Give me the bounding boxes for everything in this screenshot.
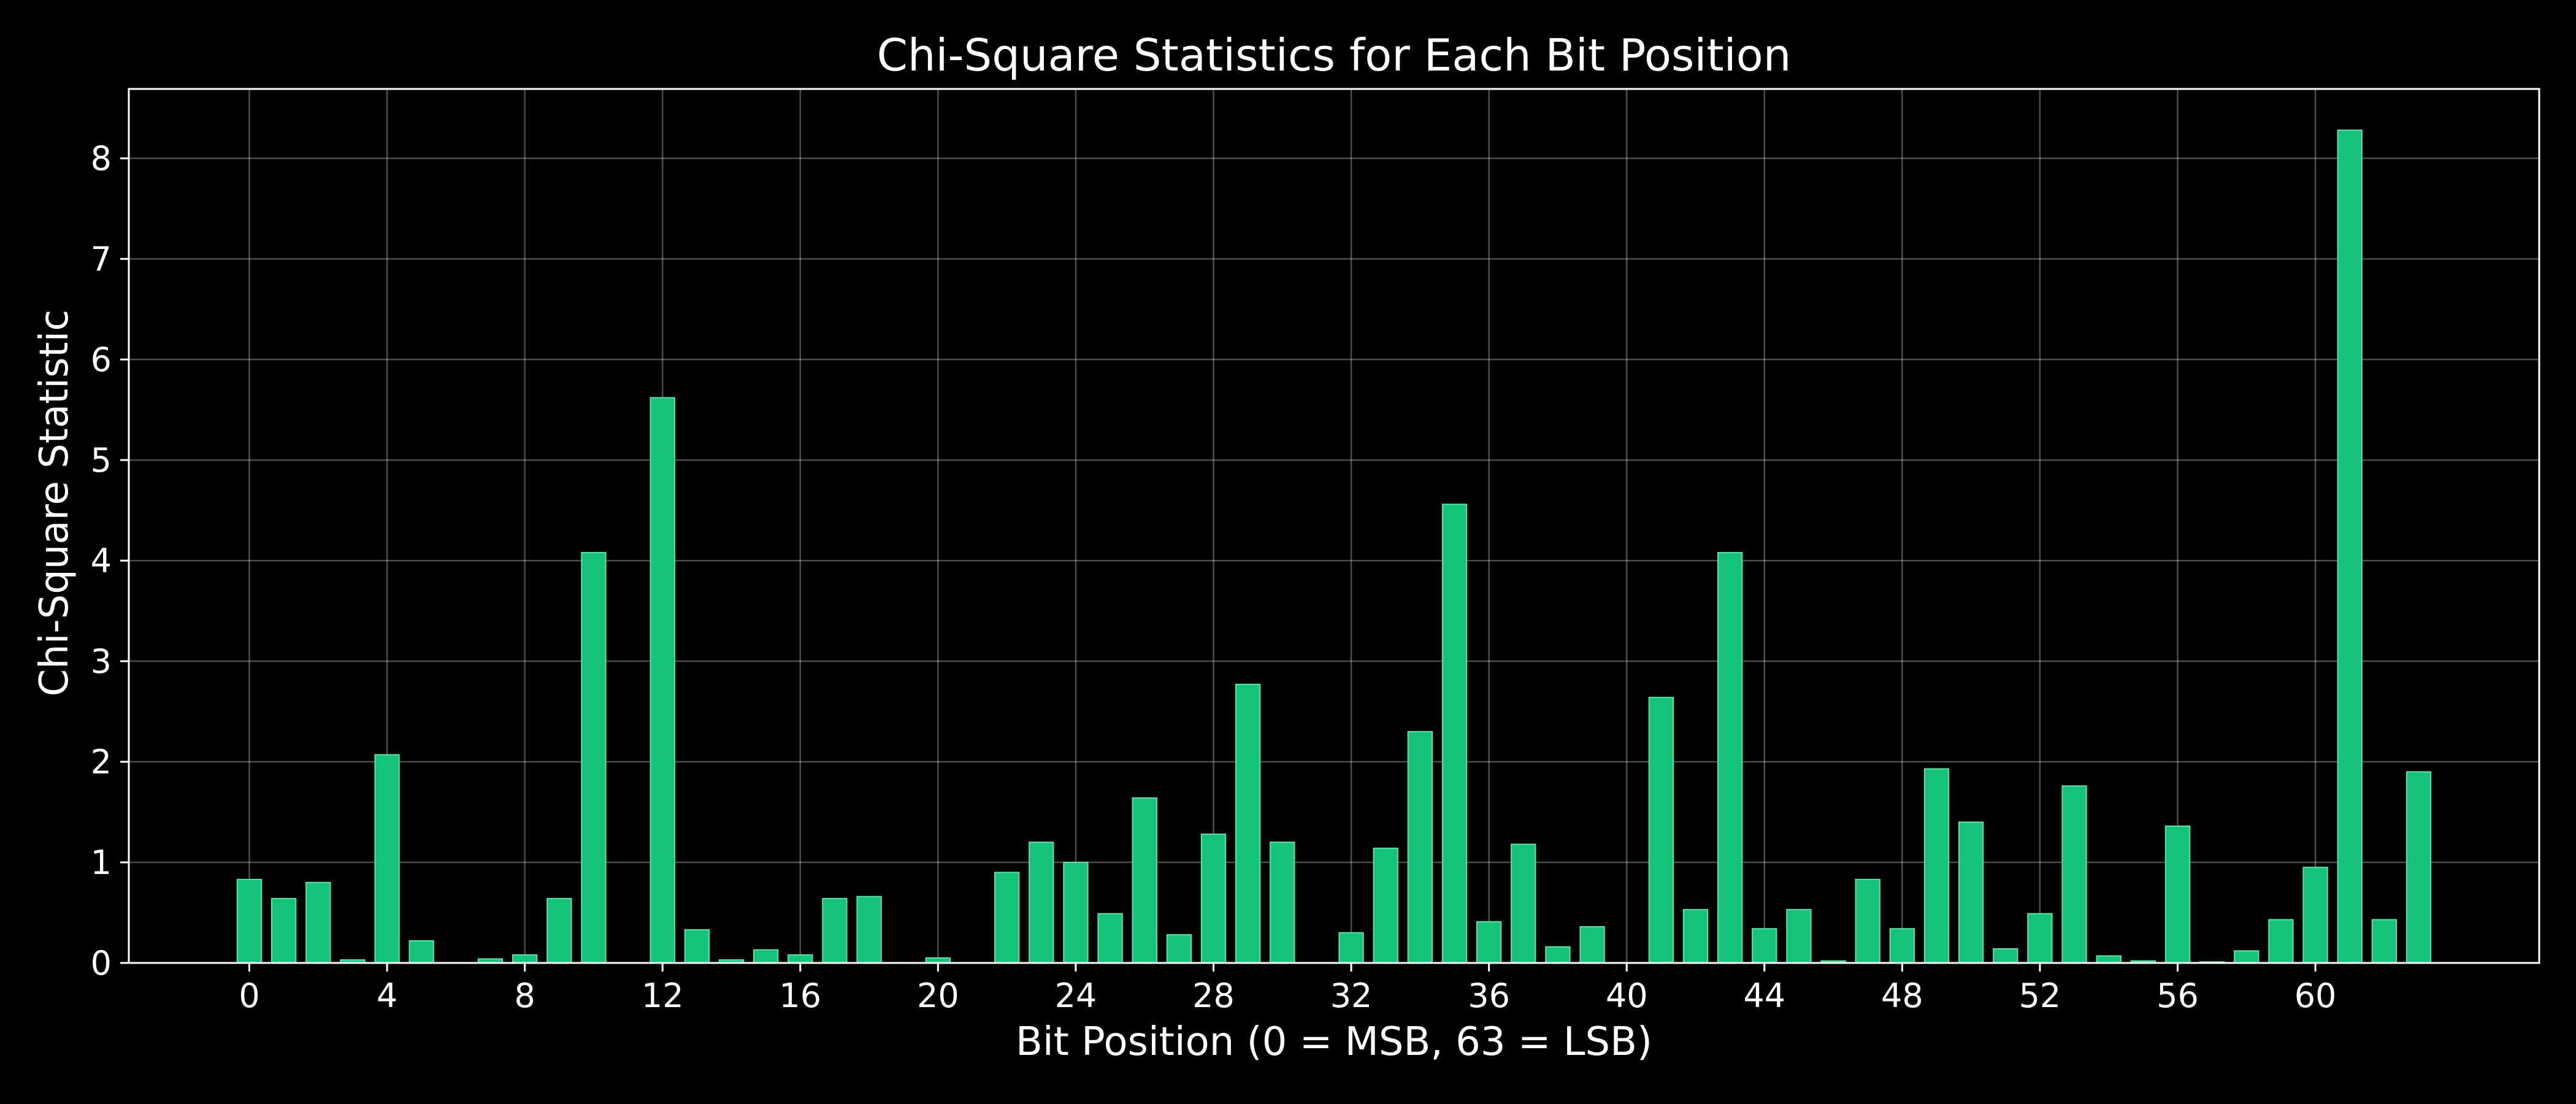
bar-bit-44 <box>1752 928 1777 964</box>
x-tick-label: 20 <box>917 976 959 1015</box>
bar-bit-52 <box>2027 913 2053 964</box>
bar-bit-36 <box>1476 921 1502 964</box>
bar-bit-1 <box>270 898 297 964</box>
y-axis-label: Chi-Square Statistic <box>32 310 77 697</box>
bar-bit-13 <box>684 929 710 964</box>
bar-bit-27 <box>1166 934 1192 964</box>
bar-bit-53 <box>2061 785 2087 964</box>
bar-bit-12 <box>650 397 675 964</box>
y-tick-label: 8 <box>91 139 112 178</box>
bar-bit-28 <box>1200 834 1227 964</box>
bar-bit-41 <box>1648 697 1674 964</box>
bar-bit-15 <box>753 949 779 964</box>
y-tick-label: 1 <box>91 843 112 882</box>
x-tick-label: 28 <box>1192 976 1235 1015</box>
bar-bit-43 <box>1717 551 1743 964</box>
bar-bit-51 <box>1993 948 2018 964</box>
chart-title: Chi-Square Statistics for Each Bit Posit… <box>877 29 1792 81</box>
x-tick-label: 40 <box>1606 976 1648 1015</box>
bar-bit-18 <box>856 895 882 964</box>
x-tick-label: 32 <box>1330 976 1373 1015</box>
x-tick-label: 44 <box>1743 976 1785 1015</box>
x-tick-label: 4 <box>377 976 397 1015</box>
x-tick-label: 8 <box>514 976 535 1015</box>
x-tick-label: 16 <box>779 976 821 1015</box>
bar-bit-26 <box>1132 797 1157 964</box>
x-tick-label: 60 <box>2294 976 2337 1015</box>
gridlines <box>129 89 2539 964</box>
bar-bit-25 <box>1097 913 1123 964</box>
bar-bit-33 <box>1373 848 1398 964</box>
x-tick-label: 52 <box>2019 976 2061 1015</box>
bar-bit-29 <box>1235 683 1261 964</box>
bar-bit-58 <box>2234 950 2260 964</box>
y-tick-label: 4 <box>91 542 112 580</box>
bar-bit-39 <box>1579 926 1605 964</box>
x-tick-label: 12 <box>642 976 684 1015</box>
bar-bit-60 <box>2302 867 2328 964</box>
bar-bit-56 <box>2164 825 2191 964</box>
x-tick-label: 0 <box>239 976 259 1015</box>
bar-bit-37 <box>1511 843 1536 964</box>
bar-bit-42 <box>1682 909 1709 964</box>
bar-bit-50 <box>1958 821 1984 964</box>
x-tick-label: 24 <box>1055 976 1097 1015</box>
bar-bit-54 <box>2096 955 2122 964</box>
bar-bit-10 <box>581 551 607 964</box>
bar-bit-34 <box>1407 730 1433 964</box>
x-tick-label: 56 <box>2156 976 2199 1015</box>
bar-bit-17 <box>822 898 848 964</box>
bar-bit-22 <box>994 872 1020 964</box>
bar-bit-9 <box>546 898 572 964</box>
y-tick-label: 3 <box>91 642 112 681</box>
bar-bit-8 <box>512 954 538 964</box>
x-tick-label: 36 <box>1468 976 1510 1015</box>
bar-bit-59 <box>2268 919 2294 964</box>
bar-bit-5 <box>408 940 434 964</box>
bar-bit-47 <box>1855 878 1880 964</box>
bar-bit-49 <box>1923 768 1950 964</box>
bar-bit-4 <box>374 754 400 964</box>
bar-bit-30 <box>1270 841 1295 964</box>
y-tick-label: 0 <box>91 944 112 983</box>
y-tick-label: 5 <box>91 441 112 480</box>
bar-bit-16 <box>788 954 813 964</box>
y-axis-ticks: 0 1 2 3 4 5 6 7 8 <box>91 139 129 983</box>
x-axis-label: Bit Position (0 = MSB, 63 = LSB) <box>1016 1019 1652 1065</box>
bar-bit-24 <box>1063 862 1089 964</box>
bar-bit-61 <box>2337 129 2363 964</box>
bar-bit-35 <box>1441 504 1468 964</box>
bar-bit-2 <box>305 881 331 964</box>
y-tick-label: 2 <box>91 743 112 781</box>
plot-frame <box>128 88 2540 964</box>
bar-bit-0 <box>236 878 263 964</box>
bar-bit-62 <box>2371 919 2398 964</box>
x-axis-ticks: 0 4 8 12 16 20 24 28 32 36 40 44 48 52 56 60 <box>239 963 2336 1015</box>
x-tick-label: 48 <box>1881 976 1923 1015</box>
bar-bit-38 <box>1545 946 1571 964</box>
bar-bit-32 <box>1338 932 1364 964</box>
bar-bit-63 <box>2405 771 2432 964</box>
y-tick-label: 6 <box>91 340 112 379</box>
y-tick-label: 7 <box>91 240 112 278</box>
bar-bit-23 <box>1029 841 1054 964</box>
bar-bit-45 <box>1786 909 1812 964</box>
bar-bit-48 <box>1889 928 1915 964</box>
